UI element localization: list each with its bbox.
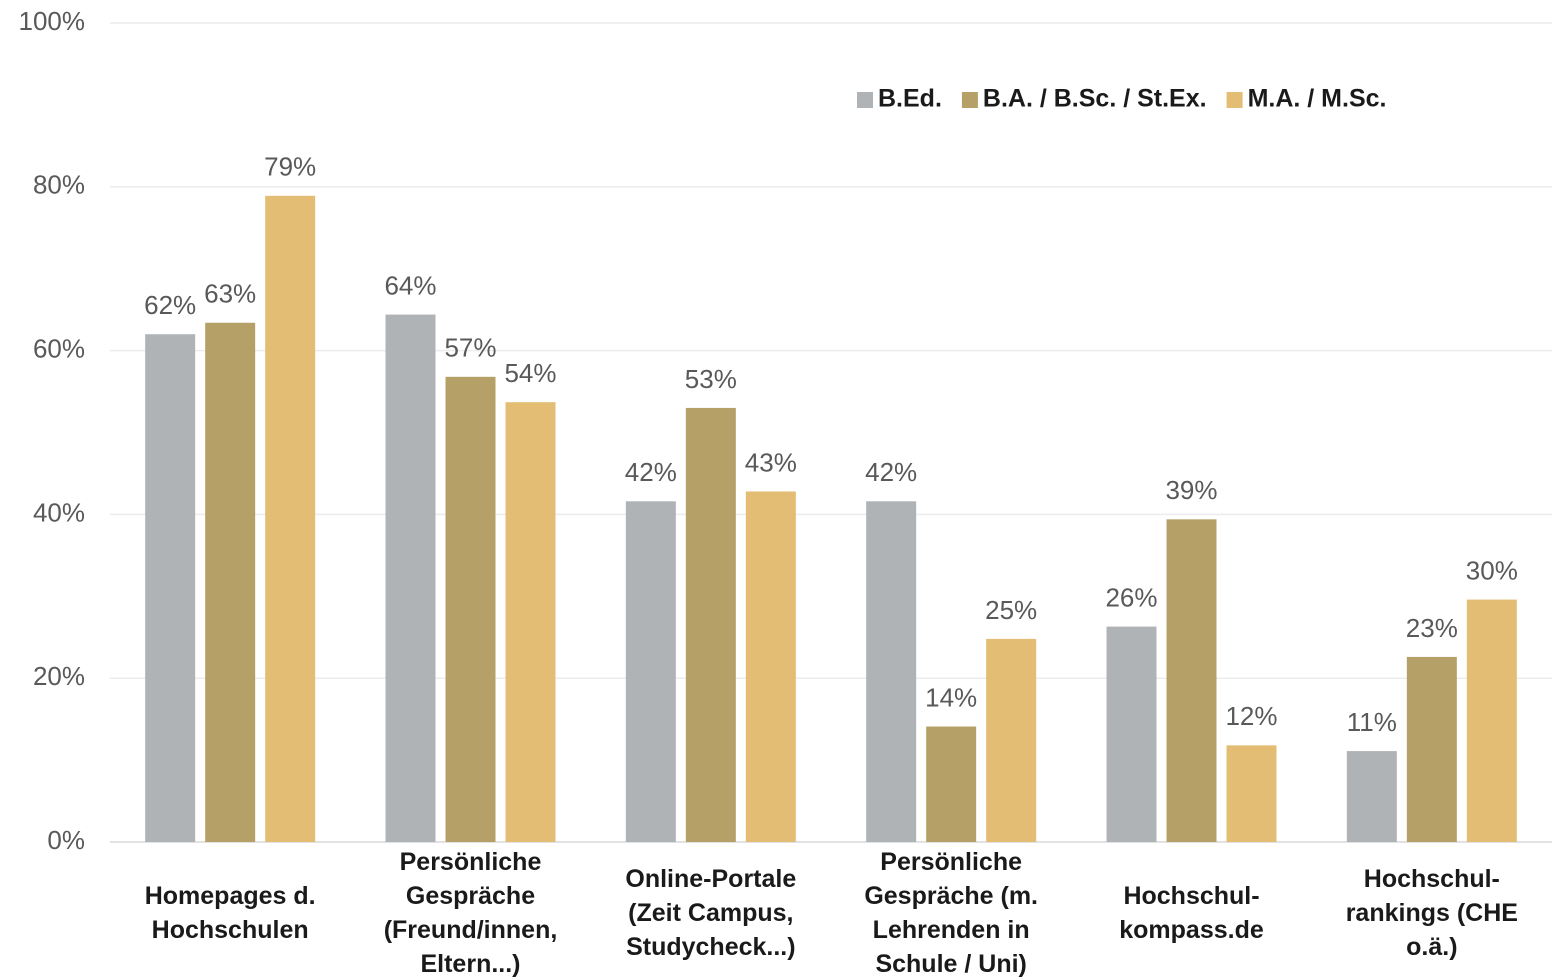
y-tick-label: 80% bbox=[33, 170, 85, 200]
y-tick-label: 0% bbox=[47, 825, 85, 855]
bar bbox=[745, 491, 796, 842]
data-label: 64% bbox=[384, 270, 436, 300]
y-tick-label: 20% bbox=[33, 661, 85, 691]
bar bbox=[445, 376, 496, 842]
y-tick-label: 100% bbox=[19, 6, 86, 36]
legend-label: M.A. / M.Sc. bbox=[1248, 85, 1387, 113]
data-label: 12% bbox=[1225, 701, 1277, 731]
data-label: 53% bbox=[685, 364, 737, 394]
bar bbox=[265, 195, 316, 842]
bar bbox=[625, 501, 676, 842]
legend-label: B.Ed. bbox=[878, 85, 942, 113]
bar bbox=[145, 334, 196, 842]
data-label: 57% bbox=[444, 333, 496, 363]
x-tick-label: Persönliche Gespräche (Freund/innen, Elt… bbox=[383, 848, 558, 978]
legend-label: B.A. / B.Sc. / St.Ex. bbox=[983, 85, 1207, 113]
bar bbox=[926, 726, 977, 842]
x-tick-label: Online-Portale (Zeit Campus, Studycheck.… bbox=[625, 865, 797, 961]
bar bbox=[385, 314, 436, 843]
data-label: 63% bbox=[204, 279, 256, 309]
x-tick-label: Hochschul-kompass.de bbox=[1119, 882, 1264, 944]
legend-swatch bbox=[961, 92, 978, 108]
data-label: 42% bbox=[865, 457, 917, 487]
bar bbox=[1106, 626, 1157, 842]
y-tick-label: 60% bbox=[33, 333, 85, 363]
data-label: 54% bbox=[504, 358, 556, 388]
legend-swatch bbox=[857, 92, 873, 108]
data-label: 79% bbox=[264, 152, 316, 182]
data-label: 26% bbox=[1105, 582, 1157, 612]
bar bbox=[1466, 599, 1517, 842]
bar bbox=[505, 402, 556, 842]
bar bbox=[866, 501, 917, 842]
data-label: 14% bbox=[925, 682, 977, 712]
bar bbox=[986, 638, 1037, 842]
data-label: 11% bbox=[1347, 707, 1397, 737]
bar bbox=[1226, 745, 1277, 842]
bar bbox=[685, 407, 736, 842]
data-label: 62% bbox=[144, 290, 196, 320]
data-label: 42% bbox=[625, 457, 677, 487]
bar bbox=[1406, 656, 1457, 842]
x-tick-label: Hochschul-rankings (CHE o.ä.) bbox=[1345, 865, 1518, 961]
bar bbox=[205, 322, 256, 842]
data-label: 39% bbox=[1165, 475, 1217, 505]
bar bbox=[1346, 751, 1397, 842]
x-tick-label: Homepages d. Hochschulen bbox=[144, 882, 316, 944]
data-label: 23% bbox=[1406, 613, 1458, 643]
data-label: 43% bbox=[745, 447, 797, 477]
data-label: 30% bbox=[1466, 555, 1518, 585]
y-tick-label: 40% bbox=[33, 497, 85, 527]
x-tick-label: Persönliche Gespräche (m. Lehrenden in S… bbox=[864, 848, 1038, 978]
legend-swatch bbox=[1226, 92, 1243, 108]
data-label: 25% bbox=[985, 595, 1037, 625]
bar bbox=[1166, 519, 1217, 842]
